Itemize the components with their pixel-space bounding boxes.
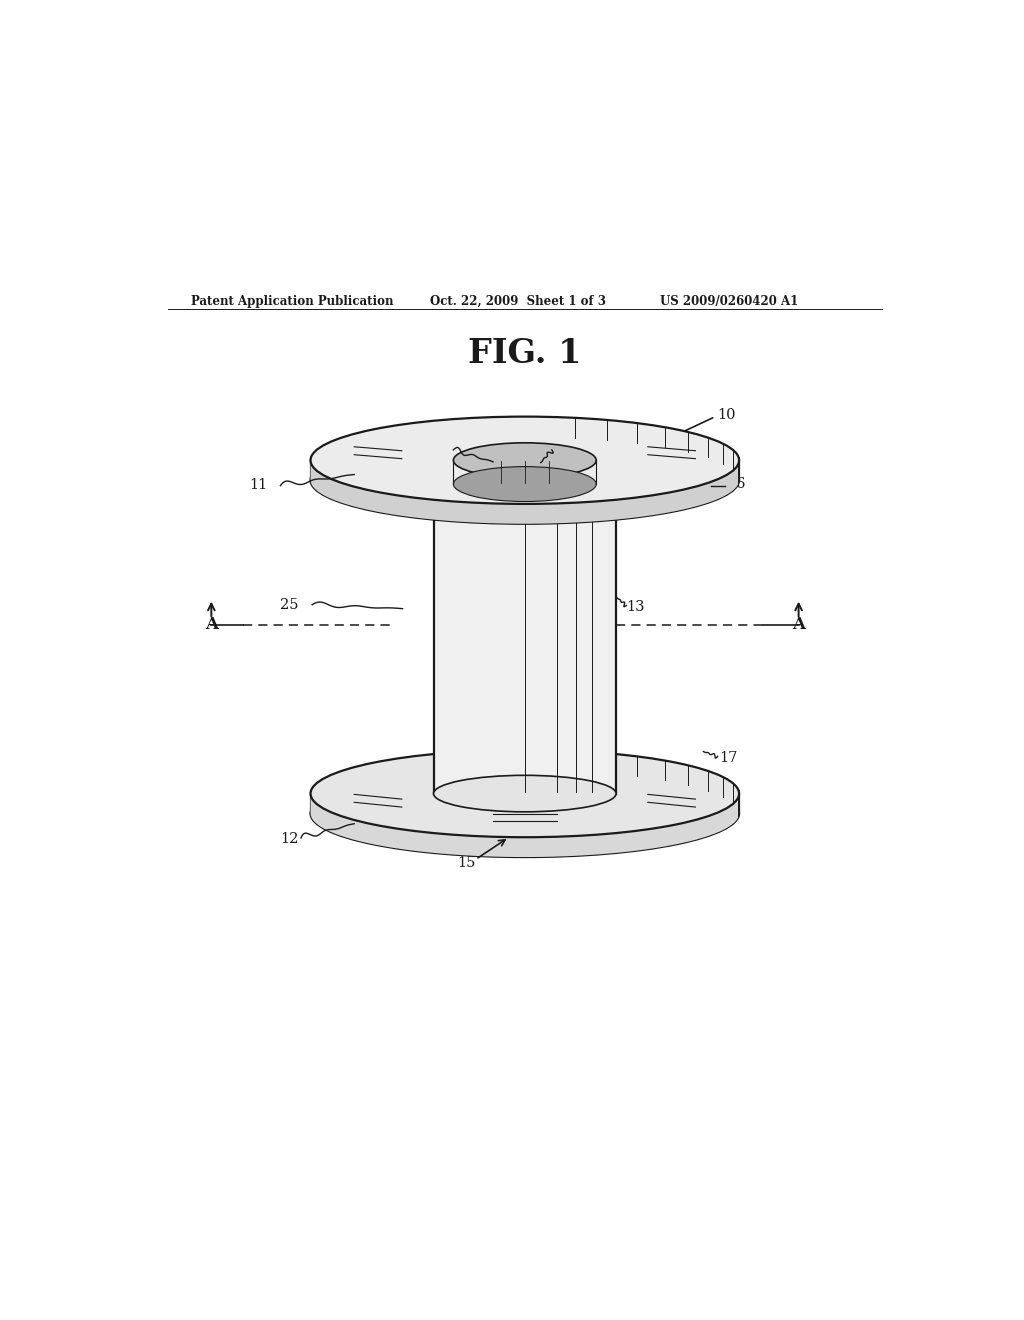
Ellipse shape bbox=[310, 417, 739, 504]
Text: 12: 12 bbox=[281, 832, 299, 846]
Ellipse shape bbox=[454, 466, 596, 502]
Ellipse shape bbox=[454, 442, 596, 478]
Text: US 2009/0260420 A1: US 2009/0260420 A1 bbox=[659, 296, 798, 308]
Text: 11: 11 bbox=[250, 478, 267, 492]
Text: 14: 14 bbox=[535, 437, 553, 451]
Text: 10: 10 bbox=[717, 408, 735, 422]
Polygon shape bbox=[310, 793, 739, 857]
Text: 16: 16 bbox=[727, 477, 745, 491]
Ellipse shape bbox=[433, 462, 616, 499]
Text: A: A bbox=[793, 616, 805, 634]
Text: 15: 15 bbox=[458, 855, 476, 870]
Text: 25: 25 bbox=[281, 598, 299, 611]
Text: 13: 13 bbox=[627, 601, 645, 614]
Text: FIG. 1: FIG. 1 bbox=[468, 337, 582, 370]
Text: A: A bbox=[205, 616, 218, 634]
Text: Patent Application Publication: Patent Application Publication bbox=[191, 296, 394, 308]
Text: Oct. 22, 2009  Sheet 1 of 3: Oct. 22, 2009 Sheet 1 of 3 bbox=[430, 296, 605, 308]
Text: 23: 23 bbox=[430, 437, 449, 451]
Polygon shape bbox=[310, 461, 739, 524]
Polygon shape bbox=[433, 480, 616, 793]
Ellipse shape bbox=[310, 437, 739, 524]
Ellipse shape bbox=[433, 775, 616, 812]
Ellipse shape bbox=[310, 750, 739, 837]
Ellipse shape bbox=[310, 770, 739, 857]
Text: 17: 17 bbox=[719, 751, 737, 764]
